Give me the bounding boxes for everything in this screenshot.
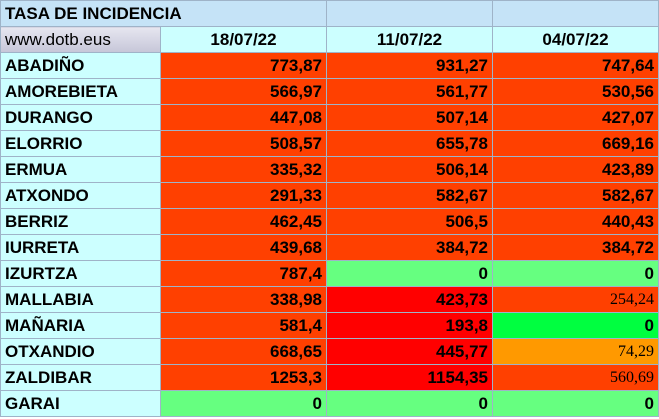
value-cell: 506,5 (326, 208, 493, 235)
value-cell: 338,98 (160, 286, 327, 313)
date-header-3: 04/07/22 (492, 26, 659, 53)
table-row: MALLABIA 338,98 423,73 254,24 (0, 286, 659, 313)
value-cell: 1253,3 (160, 364, 327, 391)
table-row: IURRETA 439,68 384,72 384,72 (0, 234, 659, 261)
municipality-name: ZALDIBAR (0, 364, 161, 391)
value-cell: 530,56 (492, 78, 659, 105)
value-cell: 566,97 (160, 78, 327, 105)
value-cell: 335,32 (160, 156, 327, 183)
value-cell: 560,69 (492, 364, 659, 391)
table-row: ELORRIO 508,57 655,78 669,16 (0, 130, 659, 157)
value-cell: 423,89 (492, 156, 659, 183)
municipality-name: IURRETA (0, 234, 161, 261)
value-cell: 773,87 (160, 52, 327, 79)
date-header-2: 11/07/22 (326, 26, 493, 53)
value-cell: 254,24 (492, 286, 659, 313)
table-title: TASA DE INCIDENCIA (0, 0, 327, 27)
value-cell: 0 (492, 260, 659, 287)
value-cell: 0 (326, 390, 493, 417)
site-url: www.dotb.eus (0, 26, 161, 53)
title-row: TASA DE INCIDENCIA (0, 0, 659, 27)
value-cell: 931,27 (326, 52, 493, 79)
value-cell: 440,43 (492, 208, 659, 235)
municipality-name: OTXANDIO (0, 338, 161, 365)
value-cell: 74,29 (492, 338, 659, 365)
table-row: IZURTZA 787,4 0 0 (0, 260, 659, 287)
value-cell: 427,07 (492, 104, 659, 131)
municipality-name: ATXONDO (0, 182, 161, 209)
date-header-1: 18/07/22 (160, 26, 327, 53)
value-cell: 506,14 (326, 156, 493, 183)
value-cell: 507,14 (326, 104, 493, 131)
municipality-name: MAÑARIA (0, 312, 161, 339)
value-cell: 0 (492, 390, 659, 417)
municipality-name: MALLABIA (0, 286, 161, 313)
value-cell: 508,57 (160, 130, 327, 157)
table-row: GARAI 0 0 0 (0, 390, 659, 417)
value-cell: 445,77 (326, 338, 493, 365)
header-row: www.dotb.eus 18/07/22 11/07/22 04/07/22 (0, 26, 659, 53)
value-cell: 582,67 (492, 182, 659, 209)
value-cell: 0 (492, 312, 659, 339)
table-row: OTXANDIO 668,65 445,77 74,29 (0, 338, 659, 365)
value-cell: 561,77 (326, 78, 493, 105)
value-cell: 581,4 (160, 312, 327, 339)
value-cell: 668,65 (160, 338, 327, 365)
value-cell: 655,78 (326, 130, 493, 157)
municipality-name: GARAI (0, 390, 161, 417)
value-cell: 462,45 (160, 208, 327, 235)
table-row: MAÑARIA 581,4 193,8 0 (0, 312, 659, 339)
value-cell: 447,08 (160, 104, 327, 131)
table-row: ZALDIBAR 1253,3 1154,35 560,69 (0, 364, 659, 391)
municipality-name: ABADIÑO (0, 52, 161, 79)
value-cell: 193,8 (326, 312, 493, 339)
value-cell: 0 (160, 390, 327, 417)
value-cell: 0 (326, 260, 493, 287)
municipality-name: ELORRIO (0, 130, 161, 157)
table-row: ERMUA 335,32 506,14 423,89 (0, 156, 659, 183)
municipality-name: DURANGO (0, 104, 161, 131)
table-row: AMOREBIETA 566,97 561,77 530,56 (0, 78, 659, 105)
municipality-name: IZURTZA (0, 260, 161, 287)
value-cell: 291,33 (160, 182, 327, 209)
value-cell: 669,16 (492, 130, 659, 157)
table-row: ATXONDO 291,33 582,67 582,67 (0, 182, 659, 209)
value-cell: 439,68 (160, 234, 327, 261)
value-cell: 787,4 (160, 260, 327, 287)
municipality-name: ERMUA (0, 156, 161, 183)
value-cell: 423,73 (326, 286, 493, 313)
title-fill-cell (492, 0, 659, 27)
table-row: DURANGO 447,08 507,14 427,07 (0, 104, 659, 131)
title-fill-cell (326, 0, 493, 27)
municipality-name: AMOREBIETA (0, 78, 161, 105)
value-cell: 384,72 (492, 234, 659, 261)
table-row: BERRIZ 462,45 506,5 440,43 (0, 208, 659, 235)
municipality-name: BERRIZ (0, 208, 161, 235)
table-row: ABADIÑO 773,87 931,27 747,64 (0, 52, 659, 79)
value-cell: 582,67 (326, 182, 493, 209)
value-cell: 747,64 (492, 52, 659, 79)
value-cell: 384,72 (326, 234, 493, 261)
value-cell: 1154,35 (326, 364, 493, 391)
